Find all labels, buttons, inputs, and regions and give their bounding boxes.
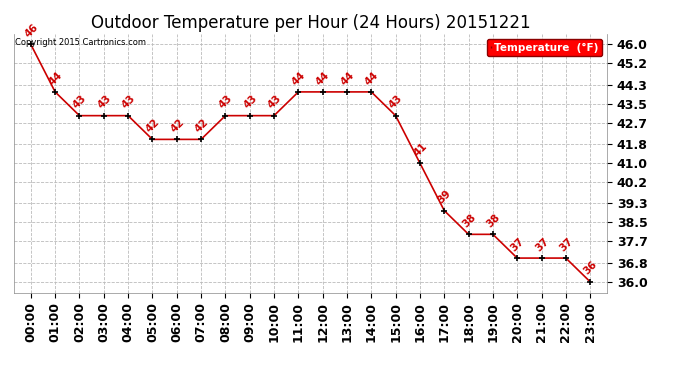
Text: 43: 43 <box>217 93 235 111</box>
Text: 42: 42 <box>168 117 186 135</box>
Text: 37: 37 <box>509 236 526 253</box>
Text: 38: 38 <box>484 212 502 230</box>
Text: 44: 44 <box>315 69 332 87</box>
Text: 43: 43 <box>241 93 259 111</box>
Text: 42: 42 <box>144 117 161 135</box>
Text: 44: 44 <box>363 69 380 87</box>
Text: 39: 39 <box>436 188 453 206</box>
Text: Copyright 2015 Cartronics.com: Copyright 2015 Cartronics.com <box>15 38 146 46</box>
Legend: Temperature  (°F): Temperature (°F) <box>487 39 602 56</box>
Text: 44: 44 <box>47 69 64 87</box>
Text: 44: 44 <box>290 69 308 87</box>
Text: 42: 42 <box>193 117 210 135</box>
Text: 38: 38 <box>460 212 477 230</box>
Text: 36: 36 <box>582 260 599 277</box>
Text: 43: 43 <box>120 93 137 111</box>
Text: 37: 37 <box>533 236 551 253</box>
Text: 43: 43 <box>387 93 405 111</box>
Text: 41: 41 <box>412 141 429 158</box>
Text: 46: 46 <box>23 22 40 39</box>
Text: 43: 43 <box>71 93 88 111</box>
Title: Outdoor Temperature per Hour (24 Hours) 20151221: Outdoor Temperature per Hour (24 Hours) … <box>90 14 531 32</box>
Text: 43: 43 <box>266 93 283 111</box>
Text: 37: 37 <box>558 236 575 253</box>
Text: 44: 44 <box>339 69 356 87</box>
Text: 43: 43 <box>95 93 113 111</box>
